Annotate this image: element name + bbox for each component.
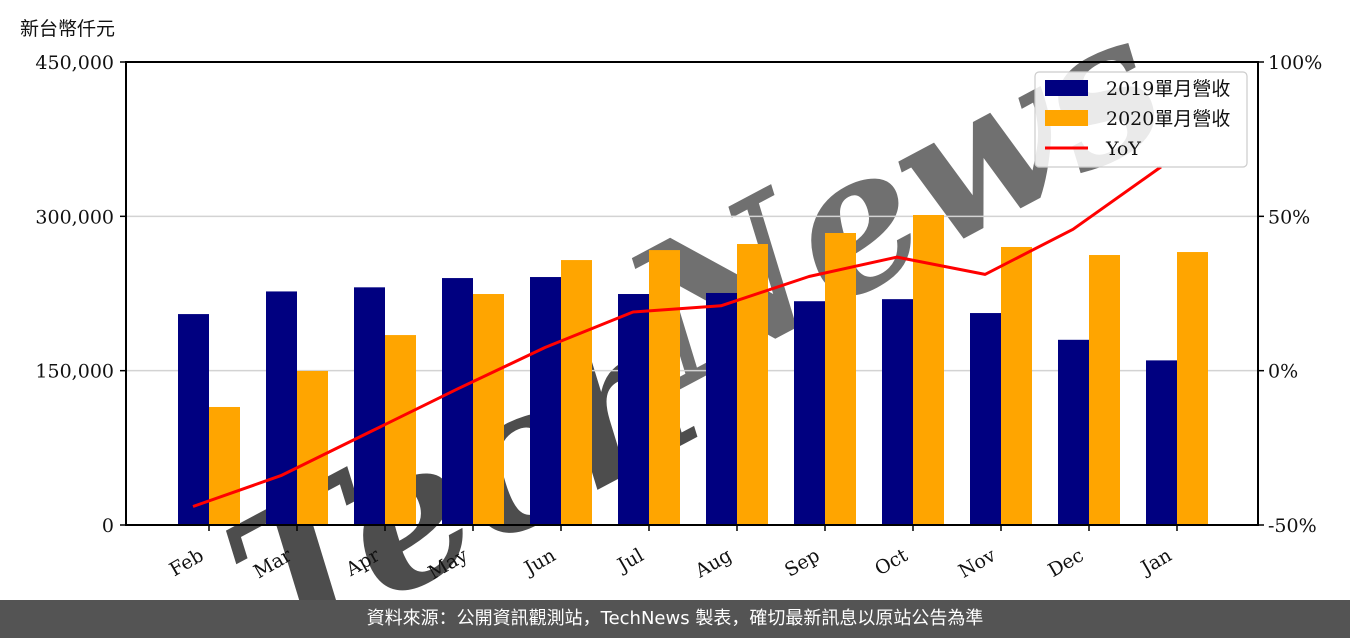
bar-series (178, 214, 1208, 526)
left-tick-label: 150,000 (35, 361, 114, 383)
yoy-line-series (192, 165, 1162, 508)
x-tick-label-nov: Nov (955, 544, 1000, 583)
legend-label-1: 2020單月營收 (1106, 108, 1230, 130)
bar-2020-apr (385, 335, 416, 525)
bar-2019-feb (178, 314, 209, 525)
legend-label-0: 2019單月營收 (1106, 78, 1230, 100)
left-axis-unit-label: 新台幣仟元 (20, 18, 116, 40)
bar-2020-nov (1001, 246, 1032, 526)
bar-2019-jan (1146, 360, 1177, 525)
x-tick-label-sep: Sep (781, 544, 824, 581)
x-tick-label-jan: Jan (1136, 544, 1176, 580)
legend-label-2: YoY (1105, 138, 1141, 160)
bar-2019-jun (530, 277, 561, 525)
bar-2019-aug (706, 292, 737, 525)
left-tick-label: 450,000 (35, 52, 114, 74)
legend: 2019單月營收 2020單月營收 YoY (1034, 71, 1248, 168)
bar-2019-may (442, 278, 473, 525)
source-footer: 資料來源：公開資訊觀測站，TechNews 製表，確切最新訊息以原站公告為準 (0, 600, 1350, 638)
bar-2020-jul (649, 250, 680, 526)
right-tick-label: 50% (1268, 206, 1310, 228)
x-tick-label-feb: Feb (166, 544, 208, 581)
bar-2019-apr (354, 287, 385, 525)
right-tick-label: 0% (1268, 361, 1298, 383)
bar-2020-sep (825, 233, 856, 525)
right-tick-label: 100% (1268, 52, 1322, 74)
bar-2019-nov (970, 313, 1001, 525)
bar-2020-jan (1177, 252, 1208, 526)
plot-frame (125, 61, 1259, 526)
bar-2020-dec (1089, 255, 1120, 525)
bar-2020-may (473, 294, 504, 525)
bar-2020-mar (297, 370, 328, 525)
bar-2019-oct (882, 299, 913, 525)
bar-2020-jun (561, 260, 592, 525)
bar-2019-jul (618, 294, 649, 525)
right-tick-label: -50% (1268, 515, 1317, 537)
left-tick-label: 0 (102, 515, 114, 537)
bar-2020-feb (209, 406, 240, 525)
x-tick-label-dec: Dec (1044, 544, 1087, 582)
x-tick-label-oct: Oct (871, 544, 912, 580)
left-tick-label: 300,000 (35, 206, 114, 228)
legend-swatch-0 (1045, 80, 1088, 96)
bar-2019-mar (266, 291, 297, 525)
bar-2019-sep (794, 301, 825, 525)
yoy-line (192, 165, 1162, 508)
bar-2019-dec (1058, 339, 1089, 525)
x-tick-label-jul: Jul (612, 544, 647, 577)
x-tick-label-aug: Aug (691, 544, 736, 583)
bar-2020-aug (737, 244, 768, 525)
revenue-yoy-chart: TechNews 0150,000300,000450,000-50%0%50%… (35, 0, 1322, 600)
legend-swatch-1 (1045, 110, 1088, 126)
